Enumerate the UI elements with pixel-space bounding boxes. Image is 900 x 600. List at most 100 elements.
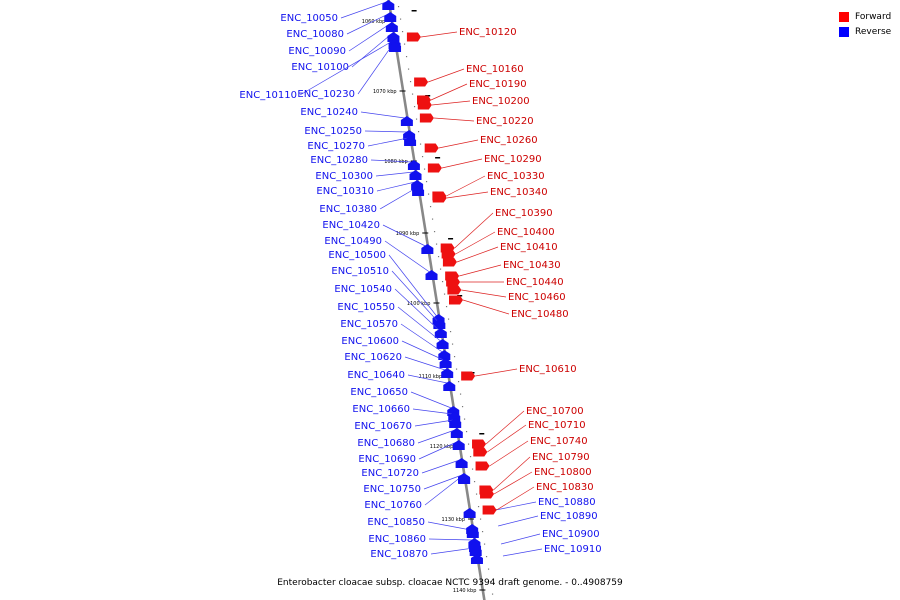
forward-gene-label: ENC_10400 bbox=[497, 227, 555, 238]
reverse-leader-line bbox=[375, 171, 414, 177]
reverse-gene-glyph bbox=[470, 554, 483, 564]
feature-dash bbox=[411, 10, 417, 12]
backbone-dot bbox=[433, 231, 436, 233]
backbone-dot bbox=[471, 468, 474, 470]
forward-gene-label: ENC_10710 bbox=[528, 420, 586, 431]
reverse-gene-label: ENC_10890 bbox=[540, 511, 598, 522]
reverse-gene-label: ENC_10230 bbox=[297, 89, 355, 100]
forward-leader-line bbox=[489, 440, 529, 467]
reverse-gene-glyph bbox=[409, 170, 422, 180]
reverse-leader-line bbox=[418, 441, 457, 460]
reverse-gene-glyph bbox=[452, 440, 465, 450]
reverse-leader-line bbox=[357, 43, 394, 95]
backbone-dot bbox=[429, 206, 432, 208]
reverse-gene-label: ENC_10720 bbox=[361, 468, 419, 479]
reverse-gene-label: ENC_10090 bbox=[288, 46, 346, 57]
reverse-leader-line bbox=[414, 419, 454, 427]
reverse-gene-label: ENC_10270 bbox=[307, 141, 365, 152]
reverse-gene-label: ENC_10500 bbox=[328, 250, 386, 261]
reverse-gene-label: ENC_10870 bbox=[370, 549, 428, 560]
forward-gene-label: ENC_10460 bbox=[508, 292, 566, 303]
reverse-gene-glyph bbox=[389, 42, 402, 52]
forward-gene-glyph bbox=[414, 77, 429, 87]
forward-gene-label: ENC_10120 bbox=[459, 27, 517, 38]
forward-gene-glyph bbox=[441, 249, 456, 259]
forward-gene-glyph bbox=[480, 489, 495, 499]
kbp-tick-label: 1120 kbp bbox=[430, 444, 454, 450]
reverse-gene-glyph bbox=[407, 160, 420, 170]
forward-leader-line bbox=[496, 486, 535, 511]
reverse-gene-glyph bbox=[443, 381, 456, 391]
kbp-tick-label: 1100 kbp bbox=[407, 301, 431, 307]
forward-leader-line bbox=[493, 471, 533, 495]
reverse-gene-label: ENC_10670 bbox=[354, 421, 412, 432]
reverse-gene-label: ENC_10420 bbox=[322, 220, 380, 231]
reverse-leader-line bbox=[417, 429, 455, 444]
reverse-gene-label: ENC_10910 bbox=[544, 544, 602, 555]
forward-leader-line bbox=[475, 368, 518, 377]
forward-leader-line bbox=[438, 139, 479, 149]
reverse-leader-line bbox=[410, 391, 452, 409]
forward-gene-label: ENC_10800 bbox=[534, 467, 592, 478]
reverse-gene-label: ENC_10310 bbox=[316, 186, 374, 197]
forward-leader-line bbox=[430, 83, 468, 101]
reverse-gene-label: ENC_10760 bbox=[364, 500, 422, 511]
reverse-gene-label: ENC_10620 bbox=[344, 352, 402, 363]
forward-gene-glyph bbox=[446, 277, 461, 287]
reverse-gene-glyph bbox=[412, 186, 425, 196]
kbp-tick-label: 1060 kbp bbox=[362, 19, 386, 25]
forward-gene-label: ENC_10480 bbox=[511, 309, 569, 320]
reverse-gene-label: ENC_10300 bbox=[315, 171, 373, 182]
forward-gene-label: ENC_10740 bbox=[530, 436, 588, 447]
forward-gene-glyph bbox=[461, 371, 476, 381]
forward-gene-glyph bbox=[432, 193, 447, 203]
backbone-dot bbox=[413, 106, 416, 108]
forward-gene-glyph bbox=[406, 32, 421, 42]
backbone-dot bbox=[437, 256, 440, 258]
backbone-dot bbox=[485, 556, 488, 558]
feature-dash bbox=[435, 157, 441, 159]
backbone-dot bbox=[455, 368, 458, 370]
reverse-gene-label: ENC_10490 bbox=[324, 236, 382, 247]
reverse-gene-glyph bbox=[466, 524, 479, 534]
forward-gene-glyph bbox=[442, 257, 457, 267]
reverse-leader-line bbox=[348, 23, 391, 52]
reverse-gene-label: ENC_10100 bbox=[291, 62, 349, 73]
backbone-dot bbox=[435, 243, 438, 245]
reverse-gene-label: ENC_10280 bbox=[310, 155, 368, 166]
reverse-gene-label: ENC_10110 bbox=[239, 90, 297, 101]
kbp-tick-label: 1090 kbp bbox=[396, 231, 420, 237]
forward-gene-glyph bbox=[449, 295, 463, 305]
forward-gene-label: ENC_10700 bbox=[526, 406, 584, 417]
forward-gene-label: ENC_10260 bbox=[480, 135, 538, 146]
forward-gene-glyph bbox=[419, 113, 434, 123]
forward-gene-glyph bbox=[473, 447, 488, 457]
backbone-dot bbox=[401, 31, 404, 33]
backbone-dot bbox=[403, 43, 406, 45]
feature-dash bbox=[448, 238, 454, 240]
reverse-gene-glyph bbox=[469, 542, 482, 552]
forward-gene-glyph bbox=[447, 285, 462, 295]
forward-leader-line bbox=[431, 100, 471, 106]
forward-gene-glyph bbox=[417, 100, 432, 110]
forward-leader-line bbox=[485, 410, 525, 445]
kbp-tick-label: 1080 kbp bbox=[384, 159, 408, 165]
backbone-dot bbox=[463, 418, 466, 420]
feature-dash bbox=[479, 433, 485, 435]
reverse-gene-glyph bbox=[463, 508, 476, 518]
backbone-dot bbox=[445, 306, 448, 308]
backbone-dot bbox=[467, 443, 470, 445]
forward-gene-label: ENC_10830 bbox=[536, 482, 594, 493]
forward-leader-line bbox=[493, 456, 531, 491]
reverse-leader-line bbox=[391, 270, 438, 322]
forward-gene-label: ENC_10440 bbox=[506, 277, 564, 288]
backbone-dot bbox=[425, 181, 428, 183]
reverse-gene-glyph bbox=[425, 270, 438, 280]
reverse-leader-line bbox=[495, 501, 537, 511]
backbone-dot bbox=[415, 118, 418, 120]
reverse-gene-label: ENC_10680 bbox=[357, 438, 415, 449]
forward-leader-line bbox=[446, 191, 489, 199]
reverse-gene-glyph bbox=[458, 474, 471, 484]
reverse-leader-line bbox=[401, 340, 444, 361]
forward-leader-line bbox=[459, 264, 502, 277]
